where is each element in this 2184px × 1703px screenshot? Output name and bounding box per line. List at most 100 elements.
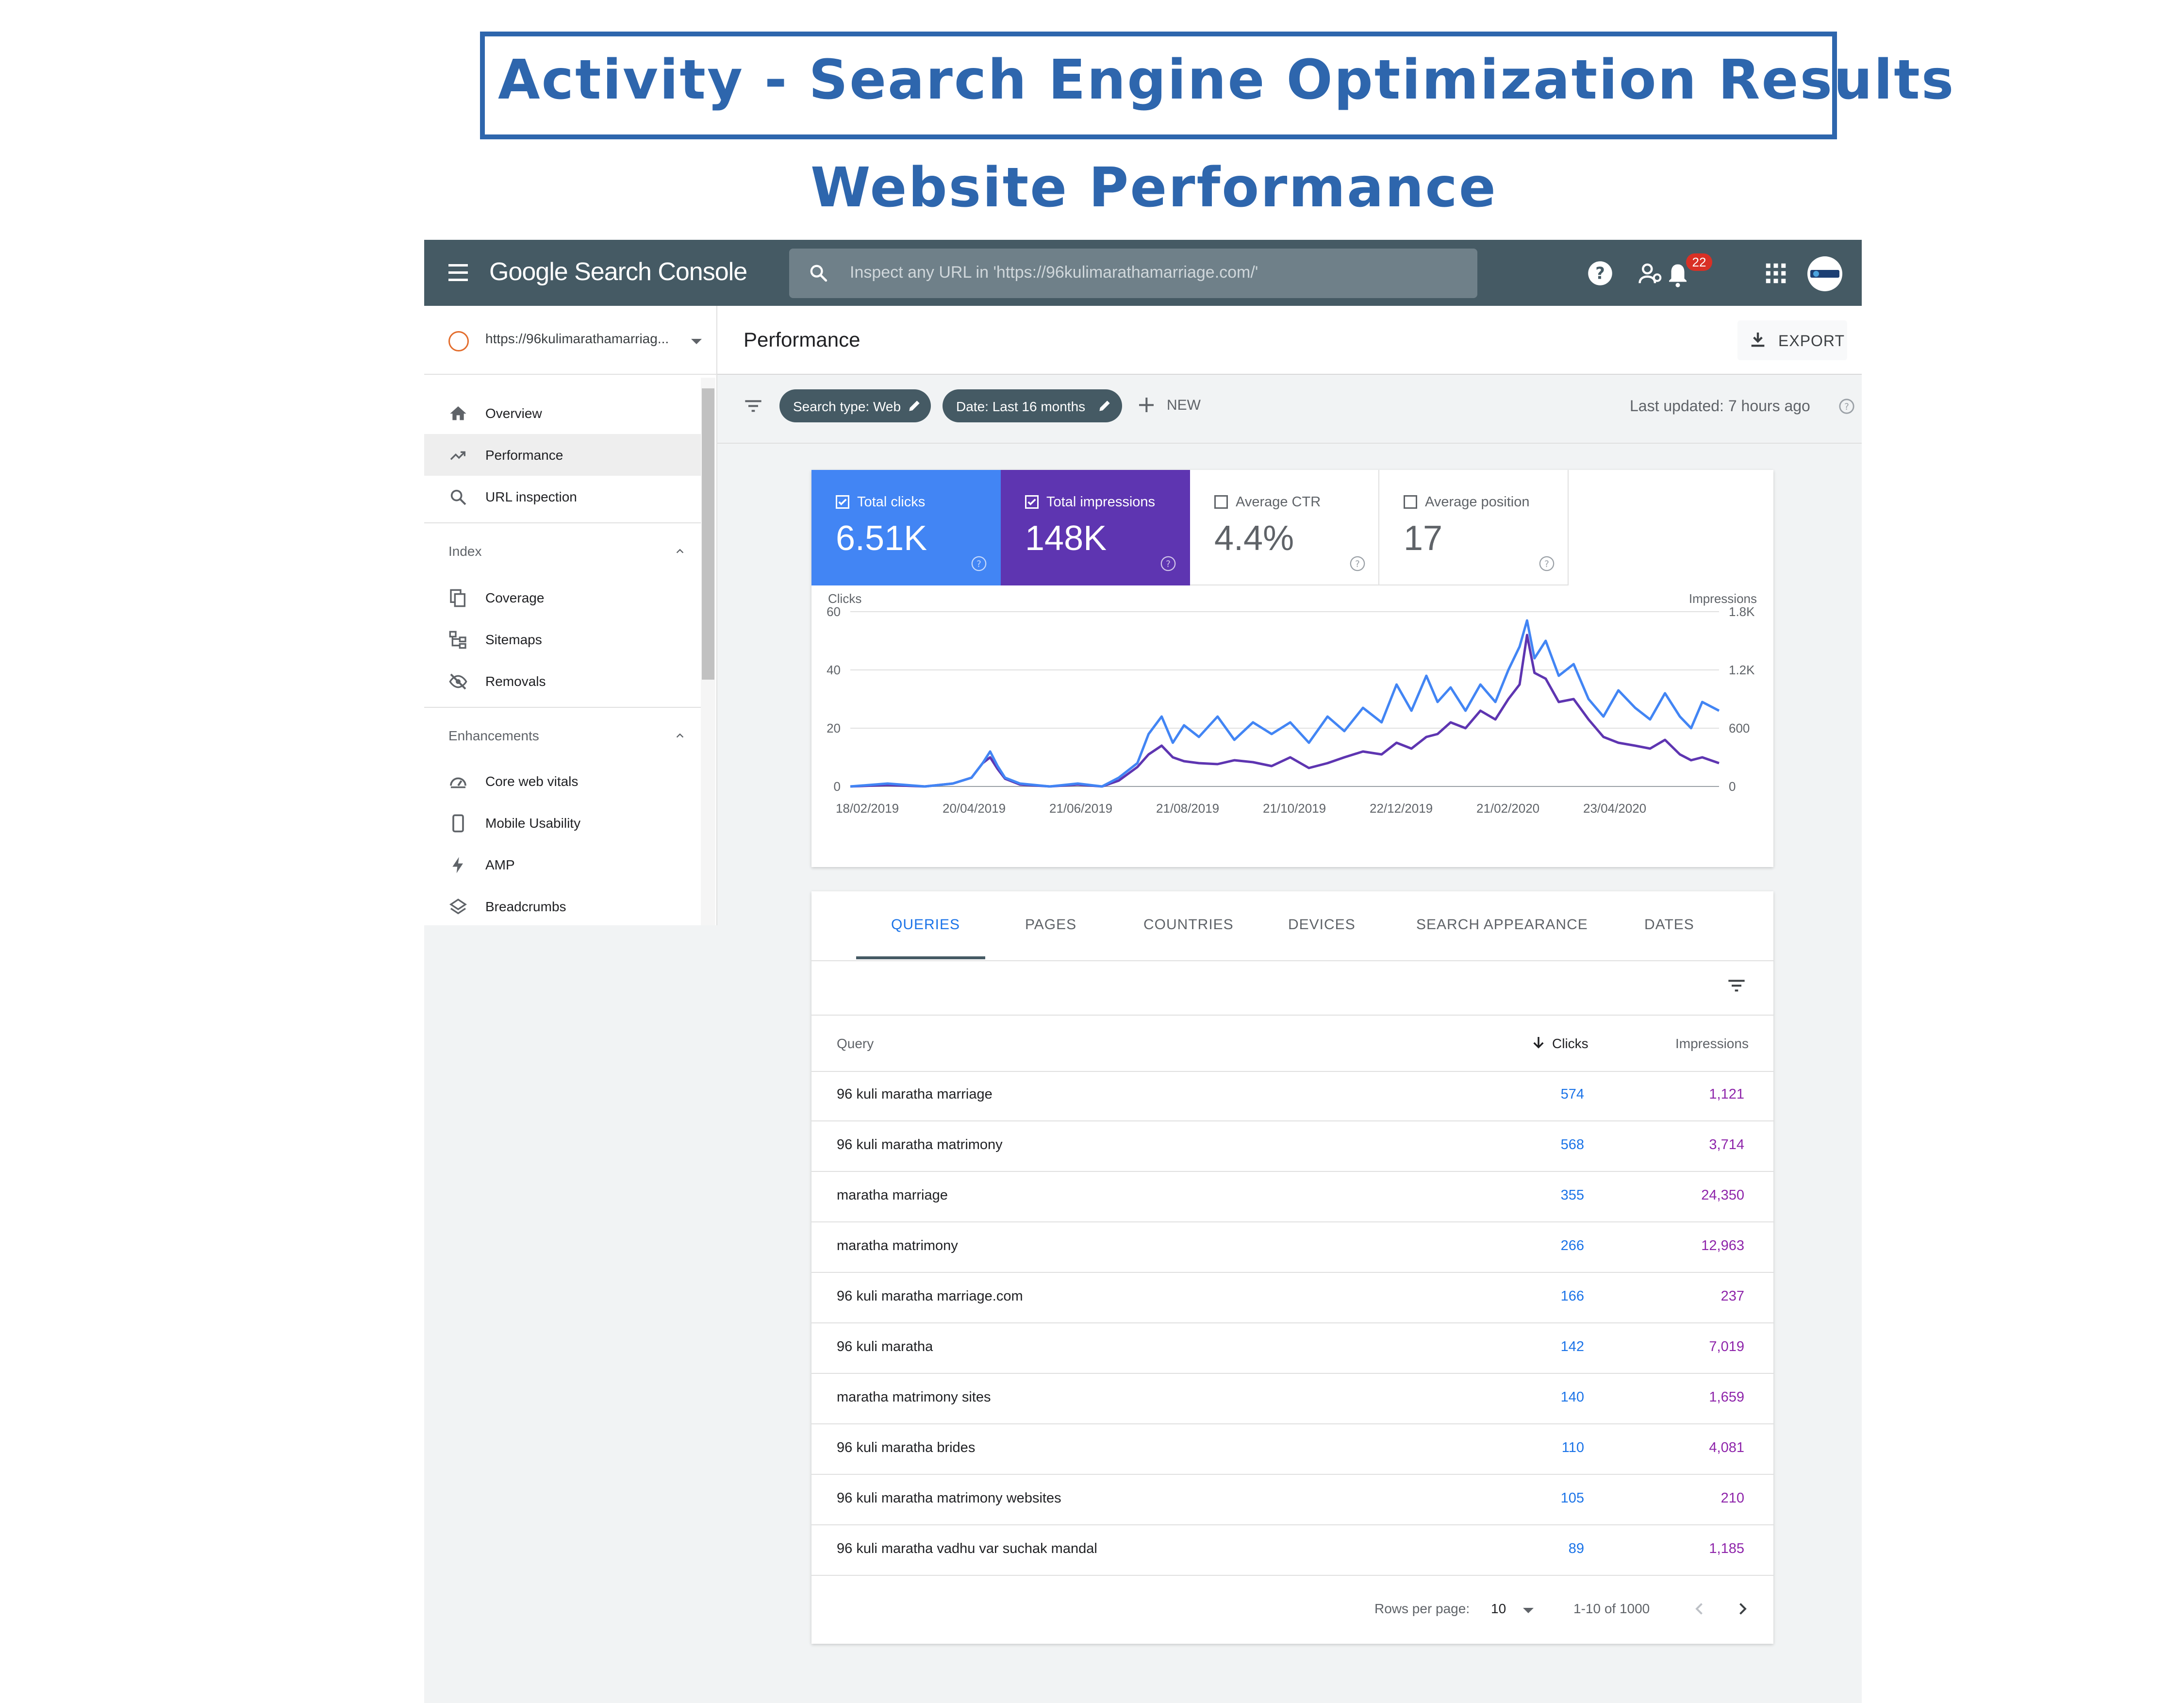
help-outline-icon[interactable]: ? bbox=[1349, 555, 1366, 572]
impressions-series-line[interactable] bbox=[850, 634, 1720, 788]
account-avatar[interactable] bbox=[1807, 256, 1842, 291]
chip-label: Date: Last 16 months bbox=[956, 399, 1086, 414]
nav-item-core-web-vitals[interactable]: Core web vitals bbox=[424, 760, 701, 802]
chevron-up-icon[interactable] bbox=[675, 546, 685, 556]
tab-pages[interactable]: PAGES bbox=[1025, 917, 1077, 933]
nav-item-overview[interactable]: Overview bbox=[424, 392, 701, 434]
checkbox-unchecked-icon[interactable] bbox=[1214, 495, 1228, 509]
chevron-left-icon[interactable] bbox=[1691, 1600, 1708, 1618]
tab-devices[interactable]: DEVICES bbox=[1288, 917, 1356, 933]
export-button[interactable]: EXPORT bbox=[1737, 320, 1847, 360]
x-axis-tick: 23/04/2020 bbox=[1583, 801, 1646, 816]
page-title: Performance bbox=[744, 328, 860, 351]
chevron-up-icon[interactable] bbox=[675, 730, 685, 741]
product-logo[interactable]: Google Search Console bbox=[489, 258, 747, 286]
metric-value: 4.4% bbox=[1214, 519, 1294, 558]
x-axis-tick: 22/12/2019 bbox=[1370, 801, 1433, 816]
metric-total-clicks[interactable]: Total clicks 6.51K ? bbox=[811, 470, 1001, 585]
tab-dates[interactable]: DATES bbox=[1644, 917, 1694, 933]
table-row[interactable]: 96 kuli maratha brides 110 4,081 bbox=[811, 1423, 1773, 1475]
clicks-series-line[interactable] bbox=[850, 619, 1720, 788]
new-filter-button[interactable]: NEW bbox=[1167, 397, 1201, 413]
x-axis-tick: 21/08/2019 bbox=[1156, 801, 1219, 816]
column-header-query[interactable]: Query bbox=[837, 1036, 874, 1051]
checkbox-checked-icon[interactable] bbox=[836, 495, 849, 509]
help-outline-icon[interactable]: ? bbox=[1160, 555, 1176, 572]
query-cell: 96 kuli maratha matrimony websites bbox=[837, 1490, 1061, 1506]
right-axis-tick: 1.8K bbox=[1729, 604, 1755, 619]
property-url[interactable]: https://96kulimarathamarriag... bbox=[485, 331, 669, 346]
section-enhancements-header[interactable]: Enhancements bbox=[448, 728, 539, 743]
apps-icon[interactable] bbox=[1763, 260, 1789, 286]
metric-average-position[interactable]: Average position 17 ? bbox=[1379, 470, 1569, 585]
tab-countries[interactable]: COUNTRIES bbox=[1143, 917, 1234, 933]
filter-list-icon[interactable] bbox=[1726, 976, 1747, 995]
help-outline-icon[interactable]: ? bbox=[1539, 555, 1555, 572]
manage-users-icon[interactable] bbox=[1638, 260, 1664, 286]
tab-search-appearance[interactable]: SEARCH APPEARANCE bbox=[1416, 917, 1588, 933]
notification-count-badge: 22 bbox=[1686, 253, 1712, 271]
x-axis-tick: 21/02/2020 bbox=[1476, 801, 1539, 816]
nav-item-url-inspection[interactable]: URL inspection bbox=[424, 476, 701, 518]
right-axis-title: Impressions bbox=[1689, 591, 1757, 606]
table-row[interactable]: 96 kuli maratha matrimony 568 3,714 bbox=[811, 1120, 1773, 1172]
help-icon[interactable]: ? bbox=[1587, 260, 1613, 286]
metric-average-ctr[interactable]: Average CTR 4.4% ? bbox=[1190, 470, 1379, 585]
help-outline-icon[interactable]: ? bbox=[971, 555, 987, 572]
plus-icon[interactable] bbox=[1137, 395, 1156, 415]
notifications-icon[interactable] bbox=[1665, 262, 1691, 288]
left-axis-tick: 20 bbox=[827, 721, 841, 735]
clicks-cell: 140 bbox=[1560, 1389, 1584, 1405]
table-row[interactable]: maratha matrimony sites 140 1,659 bbox=[811, 1373, 1773, 1424]
nav-item-breadcrumbs[interactable]: Breadcrumbs bbox=[424, 885, 701, 927]
menu-icon[interactable] bbox=[448, 264, 468, 282]
nav-label: Core web vitals bbox=[485, 774, 579, 789]
filter-list-icon[interactable] bbox=[743, 396, 764, 416]
dropdown-caret-icon[interactable] bbox=[1523, 1608, 1534, 1613]
performance-chart-card: Total clicks 6.51K ? Total impressions 1… bbox=[811, 470, 1773, 867]
property-selector[interactable]: https://96kulimarathamarriag... bbox=[424, 306, 716, 375]
table-row[interactable]: 96 kuli maratha vadhu var suchak mandal 8… bbox=[811, 1524, 1773, 1576]
rows-per-page-select[interactable]: 10 bbox=[1491, 1601, 1506, 1616]
sidebar-scrollbar-thumb[interactable] bbox=[702, 388, 714, 680]
x-axis-tick: 21/10/2019 bbox=[1263, 801, 1326, 816]
dimensions-table-card: QUERIES PAGES COUNTRIES DEVICES SEARCH A… bbox=[811, 891, 1773, 1644]
column-header-impressions[interactable]: Impressions bbox=[1675, 1036, 1749, 1051]
query-cell: maratha marriage bbox=[837, 1187, 948, 1203]
checkbox-unchecked-icon[interactable] bbox=[1404, 495, 1417, 509]
tab-queries[interactable]: QUERIES bbox=[891, 917, 960, 933]
clicks-impressions-line-chart[interactable]: Clicks Impressions 60 1.8K 40 1.2K 20 600 0 0 18… bbox=[811, 585, 1773, 867]
date-range-chip[interactable]: Date: Last 16 months bbox=[943, 389, 1122, 422]
dropdown-caret-icon[interactable] bbox=[691, 339, 702, 344]
search-input-placeholder[interactable]: Inspect any URL in 'https://96kulimarath… bbox=[850, 263, 1258, 282]
query-cell: 96 kuli maratha vadhu var suchak mandal bbox=[837, 1541, 1097, 1556]
nav-item-performance[interactable]: Performance bbox=[424, 434, 701, 476]
nav-item-coverage[interactable]: Coverage bbox=[424, 577, 701, 618]
url-inspect-search[interactable]: Inspect any URL in 'https://96kulimarath… bbox=[789, 249, 1477, 298]
nav-item-sitemaps[interactable]: Sitemaps bbox=[424, 618, 701, 660]
column-header-clicks[interactable]: Clicks bbox=[1552, 1036, 1588, 1051]
nav-item-amp[interactable]: AMP bbox=[424, 844, 701, 885]
metric-total-impressions[interactable]: Total impressions 148K ? bbox=[1001, 470, 1190, 585]
nav-item-mobile-usability[interactable]: Mobile Usability bbox=[424, 802, 701, 844]
help-outline-icon[interactable]: ? bbox=[1838, 398, 1855, 415]
nav-item-removals[interactable]: Removals bbox=[424, 660, 701, 702]
page-header: Performance EXPORT bbox=[717, 306, 1862, 375]
checkbox-checked-icon[interactable] bbox=[1025, 495, 1039, 509]
table-row[interactable]: maratha matrimony 266 12,963 bbox=[811, 1221, 1773, 1273]
right-axis-tick: 0 bbox=[1729, 779, 1736, 794]
impressions-cell: 7,019 bbox=[1709, 1339, 1744, 1354]
table-row[interactable]: 96 kuli maratha marriage.com 166 237 bbox=[811, 1272, 1773, 1323]
metric-value: 17 bbox=[1404, 519, 1443, 558]
table-row[interactable]: 96 kuli maratha 142 7,019 bbox=[811, 1322, 1773, 1374]
query-cell: 96 kuli maratha brides bbox=[837, 1440, 976, 1455]
table-row[interactable]: 96 kuli maratha matrimony websites 105 210 bbox=[811, 1474, 1773, 1525]
chevron-right-icon[interactable] bbox=[1734, 1600, 1751, 1618]
section-index-header[interactable]: Index bbox=[448, 544, 482, 559]
table-row[interactable]: maratha marriage 355 24,350 bbox=[811, 1171, 1773, 1222]
dimension-tabs: QUERIES PAGES COUNTRIES DEVICES SEARCH A… bbox=[811, 891, 1773, 961]
search-type-chip[interactable]: Search type: Web bbox=[779, 389, 931, 422]
arrow-downward-icon[interactable] bbox=[1531, 1035, 1546, 1051]
table-row[interactable]: 96 kuli maratha marriage 574 1,121 bbox=[811, 1070, 1773, 1121]
nav-label: Sitemaps bbox=[485, 632, 542, 647]
